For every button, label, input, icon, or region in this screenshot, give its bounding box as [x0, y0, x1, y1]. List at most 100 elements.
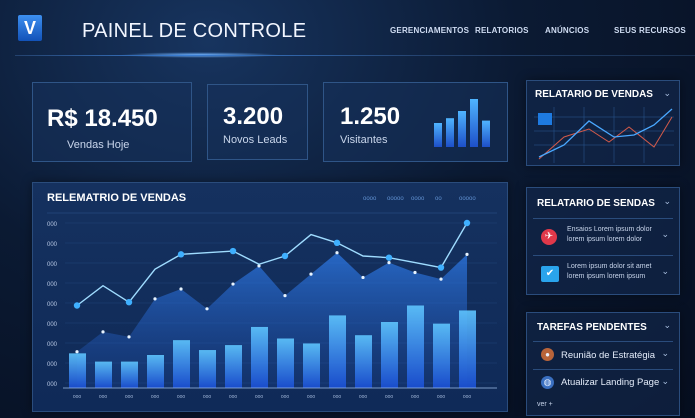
- bar: [225, 345, 242, 388]
- bar: [173, 340, 190, 388]
- see-more-link[interactable]: ver +: [537, 401, 553, 408]
- legend-entry: ooooo: [459, 196, 476, 202]
- area-point: [439, 277, 443, 281]
- panel-title: RELATARIO DE VENDAS: [535, 89, 653, 100]
- nav-item[interactable]: RELATORIOS: [475, 26, 529, 35]
- area-point: [413, 270, 417, 275]
- panel-title: TAREFAS PENDENTES: [537, 322, 647, 333]
- chevron-down-icon[interactable]: ⌄: [661, 348, 669, 358]
- area-point: [75, 350, 79, 354]
- mini-bar: [470, 99, 478, 147]
- airplane-icon: ✈: [541, 229, 557, 245]
- area-point: [231, 282, 235, 286]
- area-point: [335, 251, 339, 255]
- legend-entry: oo: [435, 196, 442, 202]
- task-item[interactable]: ● Reunião de Estratégia ⌄: [533, 341, 673, 369]
- mini-bar-chart: [434, 99, 490, 147]
- x-tick-label: ooo: [73, 394, 82, 400]
- legend-entry: oooo: [411, 196, 425, 202]
- x-tick-label: ooo: [203, 394, 212, 400]
- y-tick-label: 000: [47, 362, 58, 368]
- bar: [95, 361, 112, 388]
- mini-line-chart: [534, 107, 674, 163]
- bar: [407, 305, 424, 388]
- line-point: [177, 251, 185, 258]
- chevron-down-icon[interactable]: ⌄: [663, 196, 671, 206]
- bar: [433, 323, 450, 388]
- y-tick-label: 000: [47, 382, 58, 388]
- line-point: [385, 254, 393, 261]
- bar: [329, 315, 346, 388]
- x-tick-label: ooo: [125, 394, 134, 400]
- mini-bar: [482, 120, 490, 147]
- area-point: [257, 264, 261, 268]
- y-tick-label: 000: [47, 242, 58, 248]
- chevron-down-icon[interactable]: ⌄: [661, 266, 669, 276]
- mini-bar: [458, 111, 466, 147]
- x-tick-label: ooo: [463, 394, 472, 400]
- x-tick-label: ooo: [229, 394, 238, 400]
- line-series: [76, 222, 468, 307]
- x-tick-label: ooo: [307, 394, 316, 400]
- side-list-panel: RELATARIO DE SENDAS ⌄ ✈ Ensaios Lorem ip…: [526, 187, 680, 295]
- nav-item[interactable]: ANÚNCIOS: [545, 26, 590, 35]
- kpi-visitors: 1.250 Visitantes: [323, 82, 508, 162]
- chevron-down-icon[interactable]: ⌄: [663, 320, 671, 330]
- area-point: [361, 275, 365, 280]
- list-item-text: lorem ipsum lorem ipsum: [567, 273, 646, 280]
- line-point: [333, 239, 341, 246]
- chevron-down-icon[interactable]: ⌄: [661, 229, 669, 239]
- kpi-value: 1.250: [340, 103, 401, 130]
- kpi-value: R$ 18.450: [47, 105, 158, 132]
- kpi-label: Vendas Hoje: [67, 139, 130, 151]
- task-item[interactable]: ◍ Atualizar Landing Page ⌄: [533, 369, 673, 397]
- task-label: Reunião de Estratégia: [561, 350, 656, 361]
- nav-item[interactable]: SEUS RECURSOS: [614, 26, 686, 35]
- bar: [459, 310, 476, 388]
- kpi-sales: R$ 18.450 Vendas Hoje: [32, 82, 192, 162]
- bar: [251, 326, 268, 388]
- microphone-icon: ●: [541, 348, 554, 361]
- list-item-text: lorem ipsum lorem dolor: [567, 236, 643, 243]
- y-tick-label: 000: [47, 322, 58, 328]
- x-tick-label: ooo: [411, 394, 420, 400]
- sales-report-panel: RELATARIO DE VENDAS ⌄: [526, 80, 680, 166]
- bar: [69, 353, 86, 388]
- x-tick-label: ooo: [437, 394, 446, 400]
- x-tick-label: ooo: [385, 394, 394, 400]
- legend-entry: oooo: [363, 196, 377, 202]
- bar: [121, 361, 138, 388]
- divider: [15, 55, 695, 56]
- tasks-panel: TAREFAS PENDENTES ⌄ ● Reunião de Estraté…: [526, 312, 680, 416]
- mini-chart-badge: [538, 113, 552, 125]
- x-tick-label: ooo: [151, 394, 160, 400]
- x-tick-label: ooo: [177, 394, 186, 400]
- logo: V: [18, 15, 42, 41]
- area-point: [309, 272, 313, 276]
- x-tick-label: ooo: [281, 394, 290, 400]
- y-tick-label: 000: [47, 262, 58, 268]
- mini-bar: [446, 118, 454, 147]
- kpi-value: 3.200: [223, 103, 284, 130]
- area-point: [153, 297, 157, 301]
- kpi-label: Visitantes: [340, 134, 388, 146]
- area-point: [387, 261, 391, 265]
- chevron-down-icon[interactable]: ⌄: [661, 376, 669, 386]
- bird-icon: ✔: [541, 266, 559, 282]
- line-point: [437, 264, 445, 271]
- bar: [355, 335, 372, 388]
- line-point: [73, 302, 81, 309]
- area-point: [127, 335, 131, 339]
- line-point: [463, 219, 471, 227]
- list-item[interactable]: ✔ Lorem ipsum dolor sit amet lorem ipsum…: [533, 255, 673, 292]
- mini-bar: [434, 123, 442, 147]
- chevron-down-icon[interactable]: ⌄: [663, 88, 671, 98]
- list-item[interactable]: ✈ Ensaios Lorem ipsum dolor lorem ipsum …: [533, 218, 673, 255]
- task-label: Atualizar Landing Page: [561, 377, 660, 388]
- panel-title: RELATARIO DE SENDAS: [537, 198, 655, 209]
- nav-item[interactable]: GERENCIAMENTOS: [390, 26, 470, 35]
- line-point: [229, 247, 237, 255]
- area-point: [465, 252, 469, 256]
- area-point: [179, 287, 183, 291]
- sales-chart: oooo ooooo oooo oo ooooo00000000000000000000…: [47, 196, 497, 400]
